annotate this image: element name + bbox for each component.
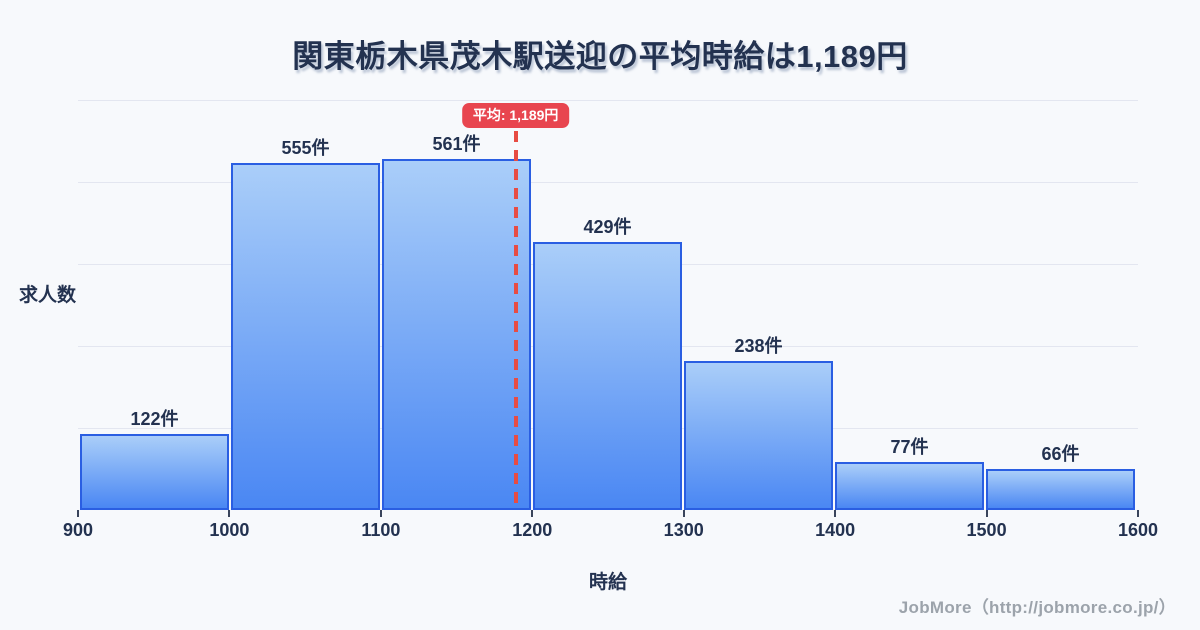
histogram-bar [986, 468, 1135, 510]
chart-title: 関東栃木県茂木駅送迎の平均時給は1,189円 [292, 39, 908, 74]
gridline [78, 100, 1138, 101]
x-tick-label: 1000 [209, 520, 250, 540]
x-tick-label: 1600 [1117, 520, 1159, 540]
average-line [513, 131, 518, 510]
bar-group: 66件 [986, 100, 1135, 510]
x-tick-mark [77, 510, 79, 517]
x-tick-mark [531, 510, 534, 517]
x-tick-label: 1200 [512, 520, 553, 540]
plot-area: 122件 555件 561件 429件 238件 77件 66件 平均: 1,189円 [78, 100, 1138, 510]
x-axis-title: 時給 [588, 572, 627, 593]
histogram-bar [684, 361, 833, 510]
bar-group: 561件 [382, 100, 531, 510]
bar-value-label: 122件 [130, 408, 179, 429]
histogram-bar [533, 241, 682, 510]
bar-group: 555件 [231, 100, 380, 510]
bar-value-label: 429件 [583, 216, 632, 237]
x-tick-label: 1400 [815, 520, 856, 540]
x-tick-mark [682, 510, 685, 517]
x-tick-label: 1500 [966, 520, 1007, 540]
average-badge: 平均: 1,189円 [461, 103, 570, 128]
x-axis-tick-labels: 900 1000 1100 1200 1300 1400 1500 1600 [63, 520, 1158, 542]
y-axis-title: 求人数 [19, 285, 77, 306]
bar-group: 429件 [533, 100, 682, 510]
bar-group: 77件 [835, 100, 984, 510]
x-tick-mark [1137, 510, 1139, 517]
gridline [78, 182, 1138, 183]
histogram-bar [835, 461, 984, 510]
bar-value-label: 66件 [1041, 443, 1080, 464]
histogram-bar [382, 159, 531, 510]
bar-value-label: 561件 [432, 134, 481, 155]
x-axis-tick-marks [77, 510, 1139, 518]
bar-group: 238件 [684, 100, 833, 510]
histogram-bar [80, 433, 229, 510]
x-tick-label: 1300 [663, 520, 704, 540]
bar-value-label: 555件 [281, 138, 330, 159]
bar-group: 122件 [80, 100, 229, 510]
footer-credit: JobMore（http://jobmore.co.jp/） [898, 598, 1176, 617]
x-tick-mark [228, 510, 231, 517]
bars: 122件 555件 561件 429件 238件 77件 66件 [80, 100, 1135, 510]
bar-value-label: 238件 [734, 336, 783, 357]
x-tick-mark [985, 510, 988, 517]
x-tick-label: 1100 [361, 520, 401, 540]
x-tick-label: 900 [62, 520, 94, 540]
bar-value-label: 77件 [890, 436, 929, 457]
x-tick-mark [834, 510, 837, 517]
x-tick-mark [379, 510, 382, 517]
histogram-bar [231, 163, 380, 510]
